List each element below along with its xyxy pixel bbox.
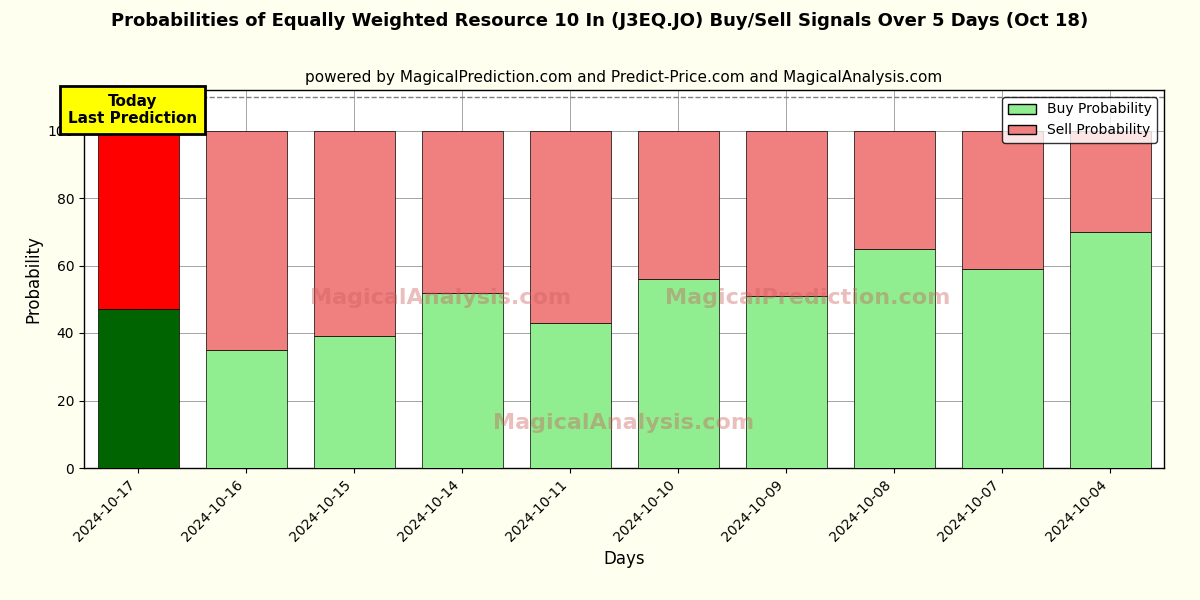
Legend: Buy Probability, Sell Probability: Buy Probability, Sell Probability: [1002, 97, 1157, 143]
Text: MagicalPrediction.com: MagicalPrediction.com: [665, 288, 950, 308]
X-axis label: Days: Days: [604, 550, 644, 568]
Text: MagicalAnalysis.com: MagicalAnalysis.com: [493, 413, 755, 433]
Text: MagicalAnalysis.com: MagicalAnalysis.com: [310, 288, 571, 308]
Text: Today
Last Prediction: Today Last Prediction: [68, 94, 197, 127]
Bar: [421, 292, 503, 468]
Bar: [637, 130, 719, 279]
Bar: [97, 130, 179, 310]
Bar: [529, 130, 611, 323]
Bar: [205, 350, 287, 468]
Bar: [745, 130, 827, 296]
Bar: [961, 269, 1043, 468]
Bar: [1069, 130, 1151, 232]
Bar: [853, 248, 935, 468]
Bar: [853, 130, 935, 248]
Text: Probabilities of Equally Weighted Resource 10 In (J3EQ.JO) Buy/Sell Signals Over: Probabilities of Equally Weighted Resour…: [112, 12, 1088, 30]
Bar: [1069, 232, 1151, 468]
Bar: [421, 130, 503, 292]
Bar: [313, 337, 395, 468]
Bar: [313, 130, 395, 337]
Bar: [745, 296, 827, 468]
Bar: [97, 310, 179, 468]
Y-axis label: Probability: Probability: [24, 235, 42, 323]
Bar: [529, 323, 611, 468]
Bar: [205, 130, 287, 350]
Bar: [961, 130, 1043, 269]
Title: powered by MagicalPrediction.com and Predict-Price.com and MagicalAnalysis.com: powered by MagicalPrediction.com and Pre…: [305, 70, 943, 85]
Bar: [637, 279, 719, 468]
